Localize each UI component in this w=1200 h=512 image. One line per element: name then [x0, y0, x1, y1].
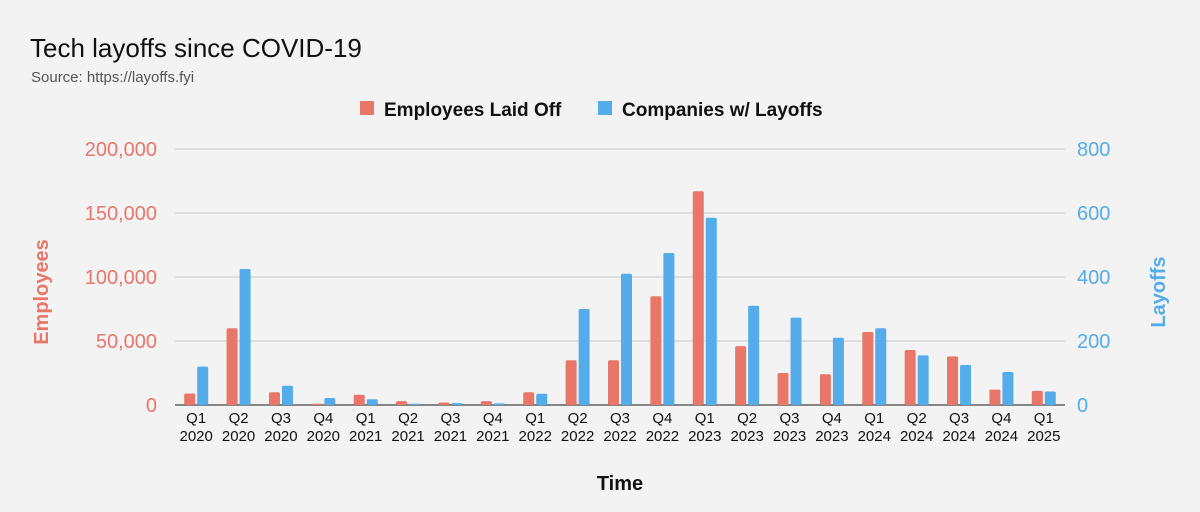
- x-axis-ticks: Q1 2020 Q2 2020 Q3 2020 Q4 2020 Q1 2021 Q2 2021 Q3 20…: [180, 410, 1061, 445]
- x-tick-label: Q3 2022: [603, 410, 636, 445]
- bar-employees-laid-off: [650, 296, 662, 405]
- left-tick-label: 100,000: [85, 267, 157, 289]
- bars: [184, 191, 1056, 405]
- bar-companies-with-layoffs: [1002, 372, 1014, 405]
- bar-companies-with-layoffs: [451, 403, 463, 405]
- bar-employees-laid-off: [947, 356, 959, 405]
- right-axis-title: Layoffs: [1148, 256, 1170, 327]
- left-axis-title: Employees: [31, 239, 53, 345]
- x-tick-label: Q4 2020: [307, 410, 340, 445]
- bar-employees-laid-off: [311, 403, 323, 405]
- bar-employees-laid-off: [523, 392, 535, 405]
- left-tick-label: 200,000: [85, 139, 157, 161]
- x-tick-label: Q2 2024: [900, 410, 933, 445]
- x-tick-label: Q2 2021: [391, 410, 424, 445]
- right-tick-label: 400: [1077, 267, 1110, 289]
- x-tick-label: Q3 2020: [264, 410, 297, 445]
- right-tick-label: 600: [1077, 203, 1110, 225]
- bar-employees-laid-off: [184, 393, 196, 405]
- x-tick-label: Q4 2021: [476, 410, 509, 445]
- bar-companies-with-layoffs: [960, 365, 972, 405]
- left-tick-label: 0: [146, 395, 157, 417]
- bar-companies-with-layoffs: [493, 403, 505, 405]
- bar-companies-with-layoffs: [621, 273, 632, 405]
- x-tick-label: Q2 2023: [730, 410, 763, 445]
- right-tick-label: 800: [1077, 139, 1110, 161]
- right-tick-label: 0: [1077, 395, 1088, 417]
- x-tick-label: Q1 2022: [519, 410, 552, 445]
- right-tick-label: 200: [1077, 331, 1110, 353]
- x-tick-label: Q1 2024: [858, 410, 891, 445]
- bar-employees-laid-off: [565, 360, 577, 405]
- bar-employees-laid-off: [608, 360, 619, 405]
- bar-companies-with-layoffs: [324, 397, 336, 405]
- x-tick-label: Q3 2021: [434, 410, 467, 445]
- bar-employees-laid-off: [1031, 390, 1043, 405]
- x-tick-label: Q1 2023: [688, 410, 721, 445]
- bar-employees-laid-off: [226, 328, 238, 405]
- bar-employees-laid-off: [268, 392, 280, 405]
- bar-employees-laid-off: [862, 332, 874, 405]
- x-tick-label: Q2 2020: [222, 410, 255, 445]
- x-tick-label: Q1 2025: [1027, 410, 1060, 445]
- bar-employees-laid-off: [396, 401, 408, 405]
- bar-companies-with-layoffs: [663, 253, 675, 405]
- legend-label-companies: Companies w/ Layoffs: [622, 100, 823, 121]
- bar-companies-with-layoffs: [790, 317, 802, 405]
- bar-companies-with-layoffs: [875, 328, 887, 405]
- bar-employees-laid-off: [438, 402, 450, 405]
- bar-employees-laid-off: [777, 373, 789, 405]
- x-tick-label: Q1 2021: [349, 410, 382, 445]
- chart-title: Tech layoffs since COVID-19: [30, 33, 362, 63]
- bar-companies-with-layoffs: [536, 393, 548, 405]
- x-tick-label: Q4 2024: [985, 410, 1018, 445]
- bar-companies-with-layoffs: [832, 337, 844, 405]
- bar-employees-laid-off: [904, 349, 916, 405]
- chart-subtitle: Source: https://layoffs.fyi: [31, 69, 194, 86]
- gridlines: [175, 148, 1065, 406]
- bar-companies-with-layoffs: [578, 309, 590, 405]
- left-axis-ticks: 0 50,000 100,000 150,000 200,000: [85, 139, 157, 417]
- bar-companies-with-layoffs: [917, 355, 929, 405]
- bar-employees-laid-off: [989, 389, 1001, 405]
- bar-companies-with-layoffs: [197, 366, 209, 405]
- legend: Employees Laid Off Companies w/ Layoffs: [360, 100, 823, 121]
- x-tick-label: Q3 2023: [773, 410, 806, 445]
- left-tick-label: 150,000: [85, 203, 157, 225]
- right-axis-ticks: 0 200 400 600 800: [1077, 139, 1110, 417]
- x-tick-label: Q1 2020: [180, 410, 213, 445]
- x-tick-label: Q2 2022: [561, 410, 594, 445]
- x-tick-label: Q4 2022: [646, 410, 679, 445]
- bar-companies-with-layoffs: [1044, 391, 1056, 405]
- legend-swatch-companies: [598, 101, 612, 115]
- bar-companies-with-layoffs: [748, 305, 760, 405]
- bar-companies-with-layoffs: [239, 269, 251, 405]
- legend-swatch-employees: [360, 101, 374, 115]
- bar-employees-laid-off: [735, 346, 747, 405]
- x-tick-label: Q4 2023: [815, 410, 848, 445]
- bar-companies-with-layoffs: [281, 385, 293, 405]
- x-tick-label: Q3 2024: [942, 410, 975, 445]
- bar-employees-laid-off: [692, 191, 704, 405]
- bar-employees-laid-off: [353, 394, 365, 405]
- legend-label-employees: Employees Laid Off: [384, 100, 562, 121]
- bar-companies-with-layoffs: [366, 399, 378, 405]
- bar-employees-laid-off: [480, 401, 492, 405]
- bar-companies-with-layoffs: [705, 217, 717, 405]
- left-tick-label: 50,000: [96, 331, 157, 353]
- bar-companies-with-layoffs: [409, 403, 421, 405]
- x-axis-title: Time: [597, 473, 643, 495]
- bar-employees-laid-off: [819, 374, 831, 405]
